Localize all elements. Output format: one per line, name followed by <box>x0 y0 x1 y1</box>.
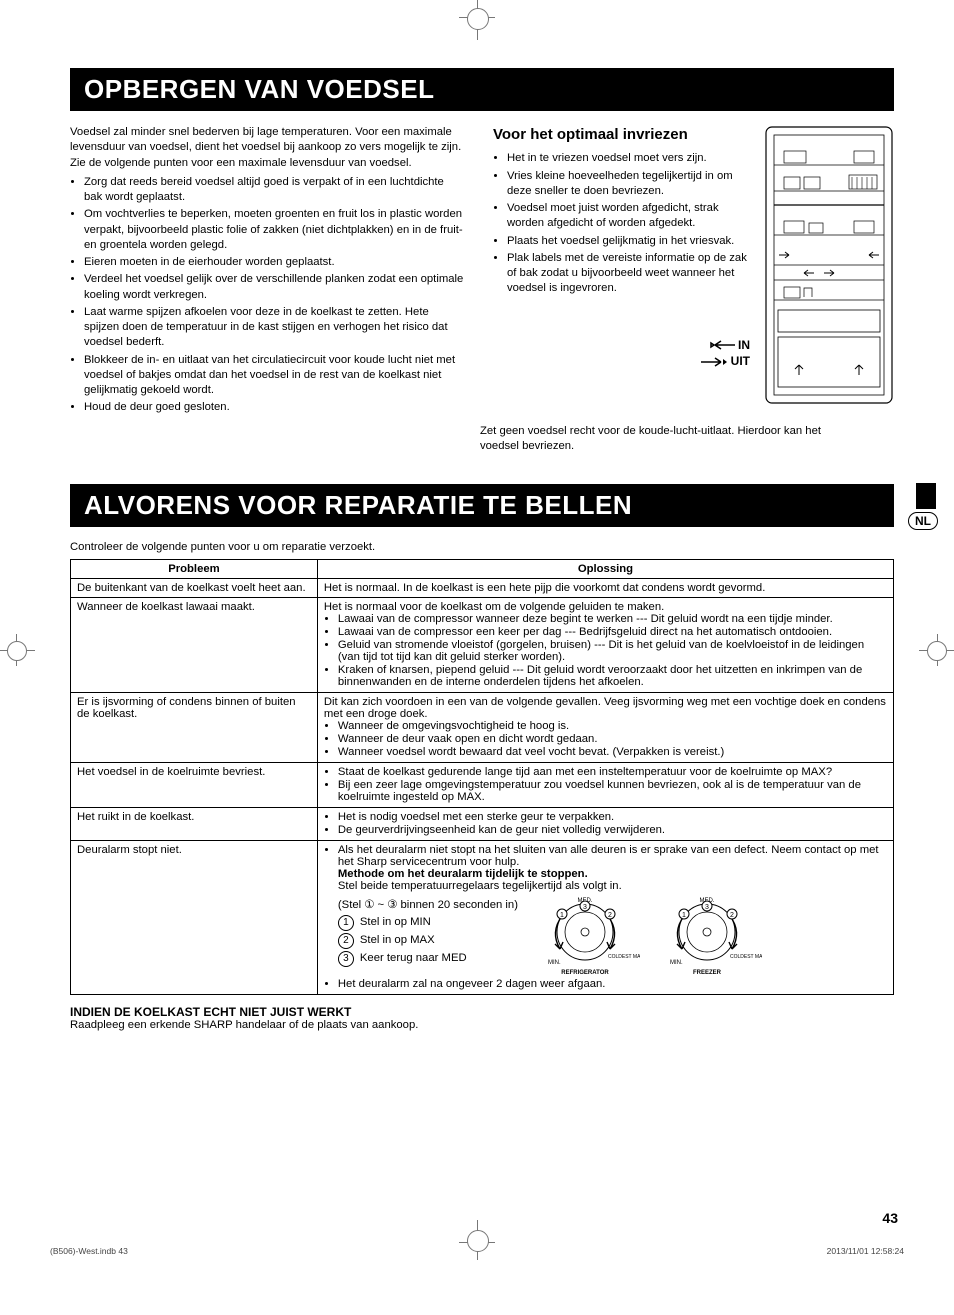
imprint-line: (B506)-West.indb 43 2013/11/01 12:58:24 <box>50 1246 904 1256</box>
list-item: Bij een zeer lage omgevingstemperatuur z… <box>338 779 887 803</box>
table-row: De buitenkant van de koelkast voelt heet… <box>71 579 894 598</box>
list-item: Wanneer de deur vaak open en dicht wordt… <box>338 733 887 745</box>
footer-text: Raadpleeg een erkende SHARP handelaar of… <box>70 1019 894 1031</box>
airflow-labels: IN UIT <box>493 337 750 369</box>
table-header-solution: Oplossing <box>317 560 893 579</box>
dial-diagram-freezer: MED. MIN. COLDEST MAX. FREEZER 1 2 3 <box>652 894 762 978</box>
list-item: Verdeel het voedsel gelijk over de versc… <box>84 272 465 303</box>
solution-cell: Het is normaal. In de koelkast is een he… <box>317 579 893 598</box>
airflow-caption: Zet geen voedsel recht voor de koude-luc… <box>480 424 860 455</box>
list-item: Vries kleine hoeveelheden tegelijkertijd… <box>507 169 750 200</box>
svg-text:2: 2 <box>730 912 734 919</box>
section1-right-bullet-list: Het in te vriezen voedsel moet vers zijn… <box>493 151 750 296</box>
problem-cell: Het voedsel in de koelruimte bevriest. <box>71 763 318 808</box>
solution-cell: Als het deuralarm niet stopt na het slui… <box>317 841 893 995</box>
solution-cell: Het is normaal voor de koelkast om de vo… <box>317 598 893 693</box>
problem-cell: Wanneer de koelkast lawaai maakt. <box>71 598 318 693</box>
list-item: Eieren moeten in de eierhouder worden ge… <box>84 255 465 270</box>
step-label: Keer terug naar MED <box>360 952 467 964</box>
svg-text:COLDEST MAX.: COLDEST MAX. <box>608 954 640 960</box>
solution-cell: Dit kan zich voordoen in een van de volg… <box>317 693 893 763</box>
solution-lead: Het is normaal voor de koelkast om de vo… <box>324 601 664 613</box>
fridge-diagram <box>764 125 894 418</box>
list-item: Laat warme spijzen afkoelen voor deze in… <box>84 305 465 351</box>
list-item: Geluid van stromende vloeistof (gorgelen… <box>338 639 887 663</box>
svg-text:1: 1 <box>560 912 564 919</box>
uit-label: UIT <box>731 354 750 368</box>
page-number: 43 <box>882 1210 898 1226</box>
imprint-file: (B506)-West.indb 43 <box>50 1246 128 1256</box>
svg-text:3: 3 <box>705 904 709 911</box>
svg-text:3: 3 <box>583 904 587 911</box>
problem-cell: De buitenkant van de koelkast voelt heet… <box>71 579 318 598</box>
problem-cell: Het ruikt in de koelkast. <box>71 808 318 841</box>
table-row: Het ruikt in de koelkast. Het is nodig v… <box>71 808 894 841</box>
svg-text:1: 1 <box>682 912 686 919</box>
footer-title: INDIEN DE KOELKAST ECHT NIET JUIST WERKT <box>70 1005 894 1019</box>
list-item: Houd de deur goed gesloten. <box>84 400 465 415</box>
list-item: Zorg dat reeds bereid voedsel altijd goe… <box>84 175 465 206</box>
imprint-date: 2013/11/01 12:58:24 <box>827 1246 904 1256</box>
list-item: Wanneer de omgevingsvochtigheid te hoog … <box>338 720 887 732</box>
list-item: Plak labels met de vereiste informatie o… <box>507 251 750 297</box>
method-bold: Methode om het deuralarm tijdelijk te st… <box>338 868 588 880</box>
svg-text:FREEZER: FREEZER <box>693 970 722 976</box>
list-item: Plaats het voedsel gelijkmatig in het vr… <box>507 234 750 249</box>
list-item: Staat de koelkast gedurende lange tijd a… <box>338 766 887 778</box>
step-label: Stel in op MAX <box>360 934 435 946</box>
list-item: Het deuralarm zal na ongeveer 2 dagen we… <box>338 978 887 990</box>
table-row: Wanneer de koelkast lawaai maakt. Het is… <box>71 598 894 693</box>
list-item: Als het deuralarm niet stopt na het slui… <box>338 844 887 892</box>
troubleshooting-table: Probleem Oplossing De buitenkant van de … <box>70 559 894 995</box>
svg-text:REFRIGERATOR: REFRIGERATOR <box>561 970 609 976</box>
solution-lead: Dit kan zich voordoen in een van de volg… <box>324 696 886 720</box>
list-item: Voedsel moet juist worden afgedicht, str… <box>507 201 750 232</box>
section1-bullet-list: Zorg dat reeds bereid voedsel altijd goe… <box>70 175 465 416</box>
list-item: De geurverdrijvingseenheid kan de geur n… <box>338 824 887 836</box>
section2-title: ALVORENS VOOR REPARATIE TE BELLEN <box>70 484 894 527</box>
dial-diagram-refrigerator: MED. MIN. COLDEST MAX. REFRIGERATOR 1 2 … <box>530 894 640 978</box>
list-item: Lawaai van de compressor wanneer deze be… <box>338 613 887 625</box>
svg-text:MIN.: MIN. <box>670 960 683 966</box>
solution-cell: Staat de koelkast gedurende lange tijd a… <box>317 763 893 808</box>
list-item: Blokkeer de in- en uitlaat van het circu… <box>84 353 465 399</box>
section1-right-heading: Voor het optimaal invriezen <box>493 125 750 145</box>
section1-intro: Voedsel zal minder snel bederven bij lag… <box>70 125 465 171</box>
in-label: IN <box>738 338 750 352</box>
table-header-problem: Probleem <box>71 560 318 579</box>
solution-cell: Het is nodig voedsel met een sterke geur… <box>317 808 893 841</box>
list-item: Wanneer voedsel wordt bewaard dat veel v… <box>338 746 887 758</box>
svg-text:MIN.: MIN. <box>548 960 561 966</box>
table-row: Deuralarm stopt niet. Als het deuralarm … <box>71 841 894 995</box>
list-item: Om vochtverlies te beperken, moeten groe… <box>84 207 465 253</box>
section2-intro: Controleer de volgende punten voor u om … <box>70 541 894 553</box>
table-row: Er is ijsvorming of condens binnen of bu… <box>71 693 894 763</box>
section1-left-column: Voedsel zal minder snel bederven bij lag… <box>70 125 465 418</box>
list-item: Het in te vriezen voedsel moet vers zijn… <box>507 151 750 166</box>
list-item: Het is nodig voedsel met een sterke geur… <box>338 811 887 823</box>
method-line: Stel beide temperatuurregelaars tegelijk… <box>338 880 622 892</box>
list-item: Lawaai van de compressor een keer per da… <box>338 626 887 638</box>
svg-text:COLDEST MAX.: COLDEST MAX. <box>730 954 762 960</box>
step-intro: (Stel ① ~ ③ binnen 20 seconden in) <box>338 898 518 911</box>
section1-title: OPBERGEN VAN VOEDSEL <box>70 68 894 111</box>
problem-cell: Er is ijsvorming of condens binnen of bu… <box>71 693 318 763</box>
problem-cell: Deuralarm stopt niet. <box>71 841 318 995</box>
table-row: Het voedsel in de koelruimte bevriest. S… <box>71 763 894 808</box>
step-label: Stel in op MIN <box>360 916 431 928</box>
svg-text:2: 2 <box>608 912 612 919</box>
list-item: Kraken of knarsen, piepend geluid --- Di… <box>338 664 887 688</box>
